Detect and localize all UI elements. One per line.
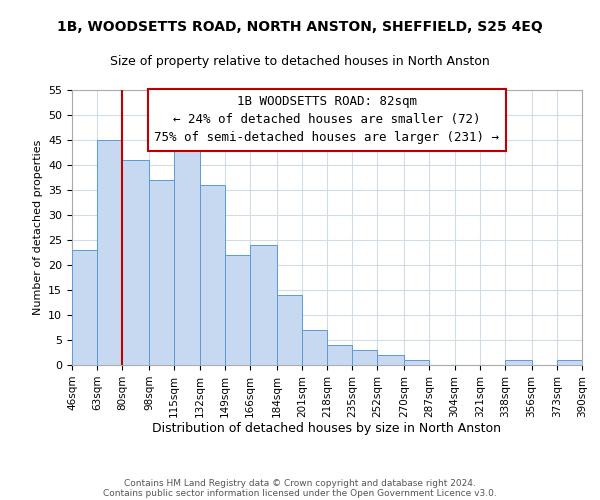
Bar <box>174 140 199 365</box>
Bar <box>327 345 352 365</box>
Bar <box>199 185 225 365</box>
Bar <box>72 250 97 365</box>
Bar <box>277 295 302 365</box>
Bar <box>302 330 327 365</box>
Bar <box>250 245 277 365</box>
Text: 1B, WOODSETTS ROAD, NORTH ANSTON, SHEFFIELD, S25 4EQ: 1B, WOODSETTS ROAD, NORTH ANSTON, SHEFFI… <box>57 20 543 34</box>
Text: 1B WOODSETTS ROAD: 82sqm
← 24% of detached houses are smaller (72)
75% of semi-d: 1B WOODSETTS ROAD: 82sqm ← 24% of detach… <box>155 96 499 144</box>
Bar <box>377 355 404 365</box>
Bar <box>404 360 429 365</box>
Text: Contains public sector information licensed under the Open Government Licence v3: Contains public sector information licen… <box>103 488 497 498</box>
Bar <box>352 350 377 365</box>
Text: Contains HM Land Registry data © Crown copyright and database right 2024.: Contains HM Land Registry data © Crown c… <box>124 478 476 488</box>
Bar <box>122 160 149 365</box>
Bar <box>557 360 582 365</box>
Bar <box>97 140 122 365</box>
Bar <box>505 360 532 365</box>
Text: Size of property relative to detached houses in North Anston: Size of property relative to detached ho… <box>110 55 490 68</box>
Y-axis label: Number of detached properties: Number of detached properties <box>32 140 43 315</box>
Bar <box>225 255 250 365</box>
Bar <box>582 360 600 365</box>
Bar <box>149 180 174 365</box>
X-axis label: Distribution of detached houses by size in North Anston: Distribution of detached houses by size … <box>152 422 502 436</box>
